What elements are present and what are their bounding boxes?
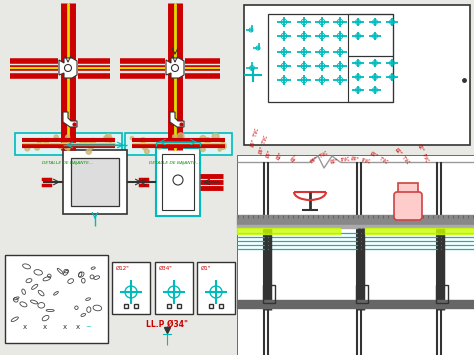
- Bar: [244, 5, 470, 145]
- Bar: [15, 133, 122, 155]
- Polygon shape: [59, 58, 77, 78]
- Bar: [156, 148, 200, 216]
- Circle shape: [35, 146, 39, 150]
- Bar: [436, 285, 448, 303]
- Bar: [63, 150, 127, 214]
- Circle shape: [106, 134, 111, 139]
- Circle shape: [58, 144, 63, 149]
- Text: Ø4" TVC: Ø4" TVC: [258, 135, 269, 156]
- Text: Ø2" PVC: Ø2" PVC: [329, 156, 350, 164]
- Circle shape: [104, 136, 109, 141]
- Bar: [125, 133, 232, 155]
- Text: Ø4" TVC: Ø4" TVC: [250, 128, 260, 149]
- Bar: [398, 183, 418, 195]
- Bar: [5, 255, 108, 343]
- Bar: [237, 155, 474, 355]
- Circle shape: [173, 135, 176, 138]
- Text: Ø2": Ø2": [276, 151, 284, 161]
- Circle shape: [212, 133, 219, 140]
- Bar: [356, 285, 368, 303]
- Bar: [162, 154, 194, 210]
- Bar: [348, 56, 393, 102]
- Circle shape: [89, 144, 94, 149]
- Circle shape: [64, 144, 71, 150]
- Text: LL.P Ø34": LL.P Ø34": [146, 320, 188, 329]
- Circle shape: [140, 138, 146, 143]
- Polygon shape: [166, 58, 184, 78]
- Text: Ø1": Ø1": [201, 266, 211, 271]
- Bar: [112, 262, 150, 314]
- Bar: [348, 14, 393, 56]
- Circle shape: [218, 148, 221, 151]
- Polygon shape: [63, 112, 77, 127]
- Bar: [155, 262, 193, 314]
- Circle shape: [143, 146, 146, 150]
- Circle shape: [201, 147, 205, 152]
- Text: Ø4" TVC: Ø4" TVC: [309, 151, 328, 165]
- Circle shape: [104, 137, 109, 142]
- Text: Ø4": Ø4": [266, 149, 273, 159]
- Circle shape: [108, 137, 113, 142]
- Text: ~: ~: [85, 324, 91, 330]
- Text: Ø2" TVC: Ø2" TVC: [393, 146, 410, 165]
- Text: Ø12": Ø12": [116, 266, 130, 271]
- Circle shape: [130, 136, 134, 140]
- Circle shape: [91, 138, 96, 144]
- Circle shape: [168, 141, 173, 146]
- Circle shape: [145, 149, 149, 154]
- Text: Ø2" PVC: Ø2" PVC: [416, 142, 429, 162]
- Text: x: x: [43, 324, 47, 330]
- Text: Ø4" PVC: Ø4" PVC: [349, 155, 370, 164]
- Circle shape: [205, 138, 210, 144]
- Circle shape: [62, 139, 69, 145]
- Circle shape: [177, 142, 182, 147]
- Bar: [268, 14, 393, 102]
- Text: DETALLE DE BAJANTE...: DETALLE DE BAJANTE...: [43, 161, 93, 165]
- Circle shape: [37, 142, 42, 146]
- Text: Ø2": Ø2": [290, 154, 300, 164]
- Circle shape: [44, 141, 48, 146]
- Circle shape: [54, 135, 58, 139]
- Text: Ø34": Ø34": [159, 266, 173, 271]
- Text: x: x: [63, 324, 67, 330]
- Circle shape: [157, 144, 162, 149]
- FancyBboxPatch shape: [394, 192, 422, 220]
- Circle shape: [65, 135, 70, 139]
- Circle shape: [169, 139, 176, 146]
- Text: Ø2" TVC: Ø2" TVC: [369, 151, 389, 165]
- Bar: [197, 262, 235, 314]
- Text: x: x: [23, 324, 27, 330]
- Circle shape: [80, 140, 85, 144]
- Circle shape: [85, 139, 91, 146]
- Circle shape: [200, 136, 206, 142]
- Circle shape: [219, 143, 226, 149]
- Circle shape: [86, 149, 91, 154]
- Circle shape: [195, 139, 199, 143]
- Text: DETALLE DE BAJANTE...: DETALLE DE BAJANTE...: [149, 161, 201, 165]
- Circle shape: [177, 133, 184, 140]
- Polygon shape: [170, 112, 184, 127]
- Bar: [71, 158, 119, 206]
- Bar: [263, 285, 275, 303]
- Circle shape: [25, 146, 30, 151]
- Circle shape: [198, 144, 201, 148]
- Text: x: x: [76, 324, 80, 330]
